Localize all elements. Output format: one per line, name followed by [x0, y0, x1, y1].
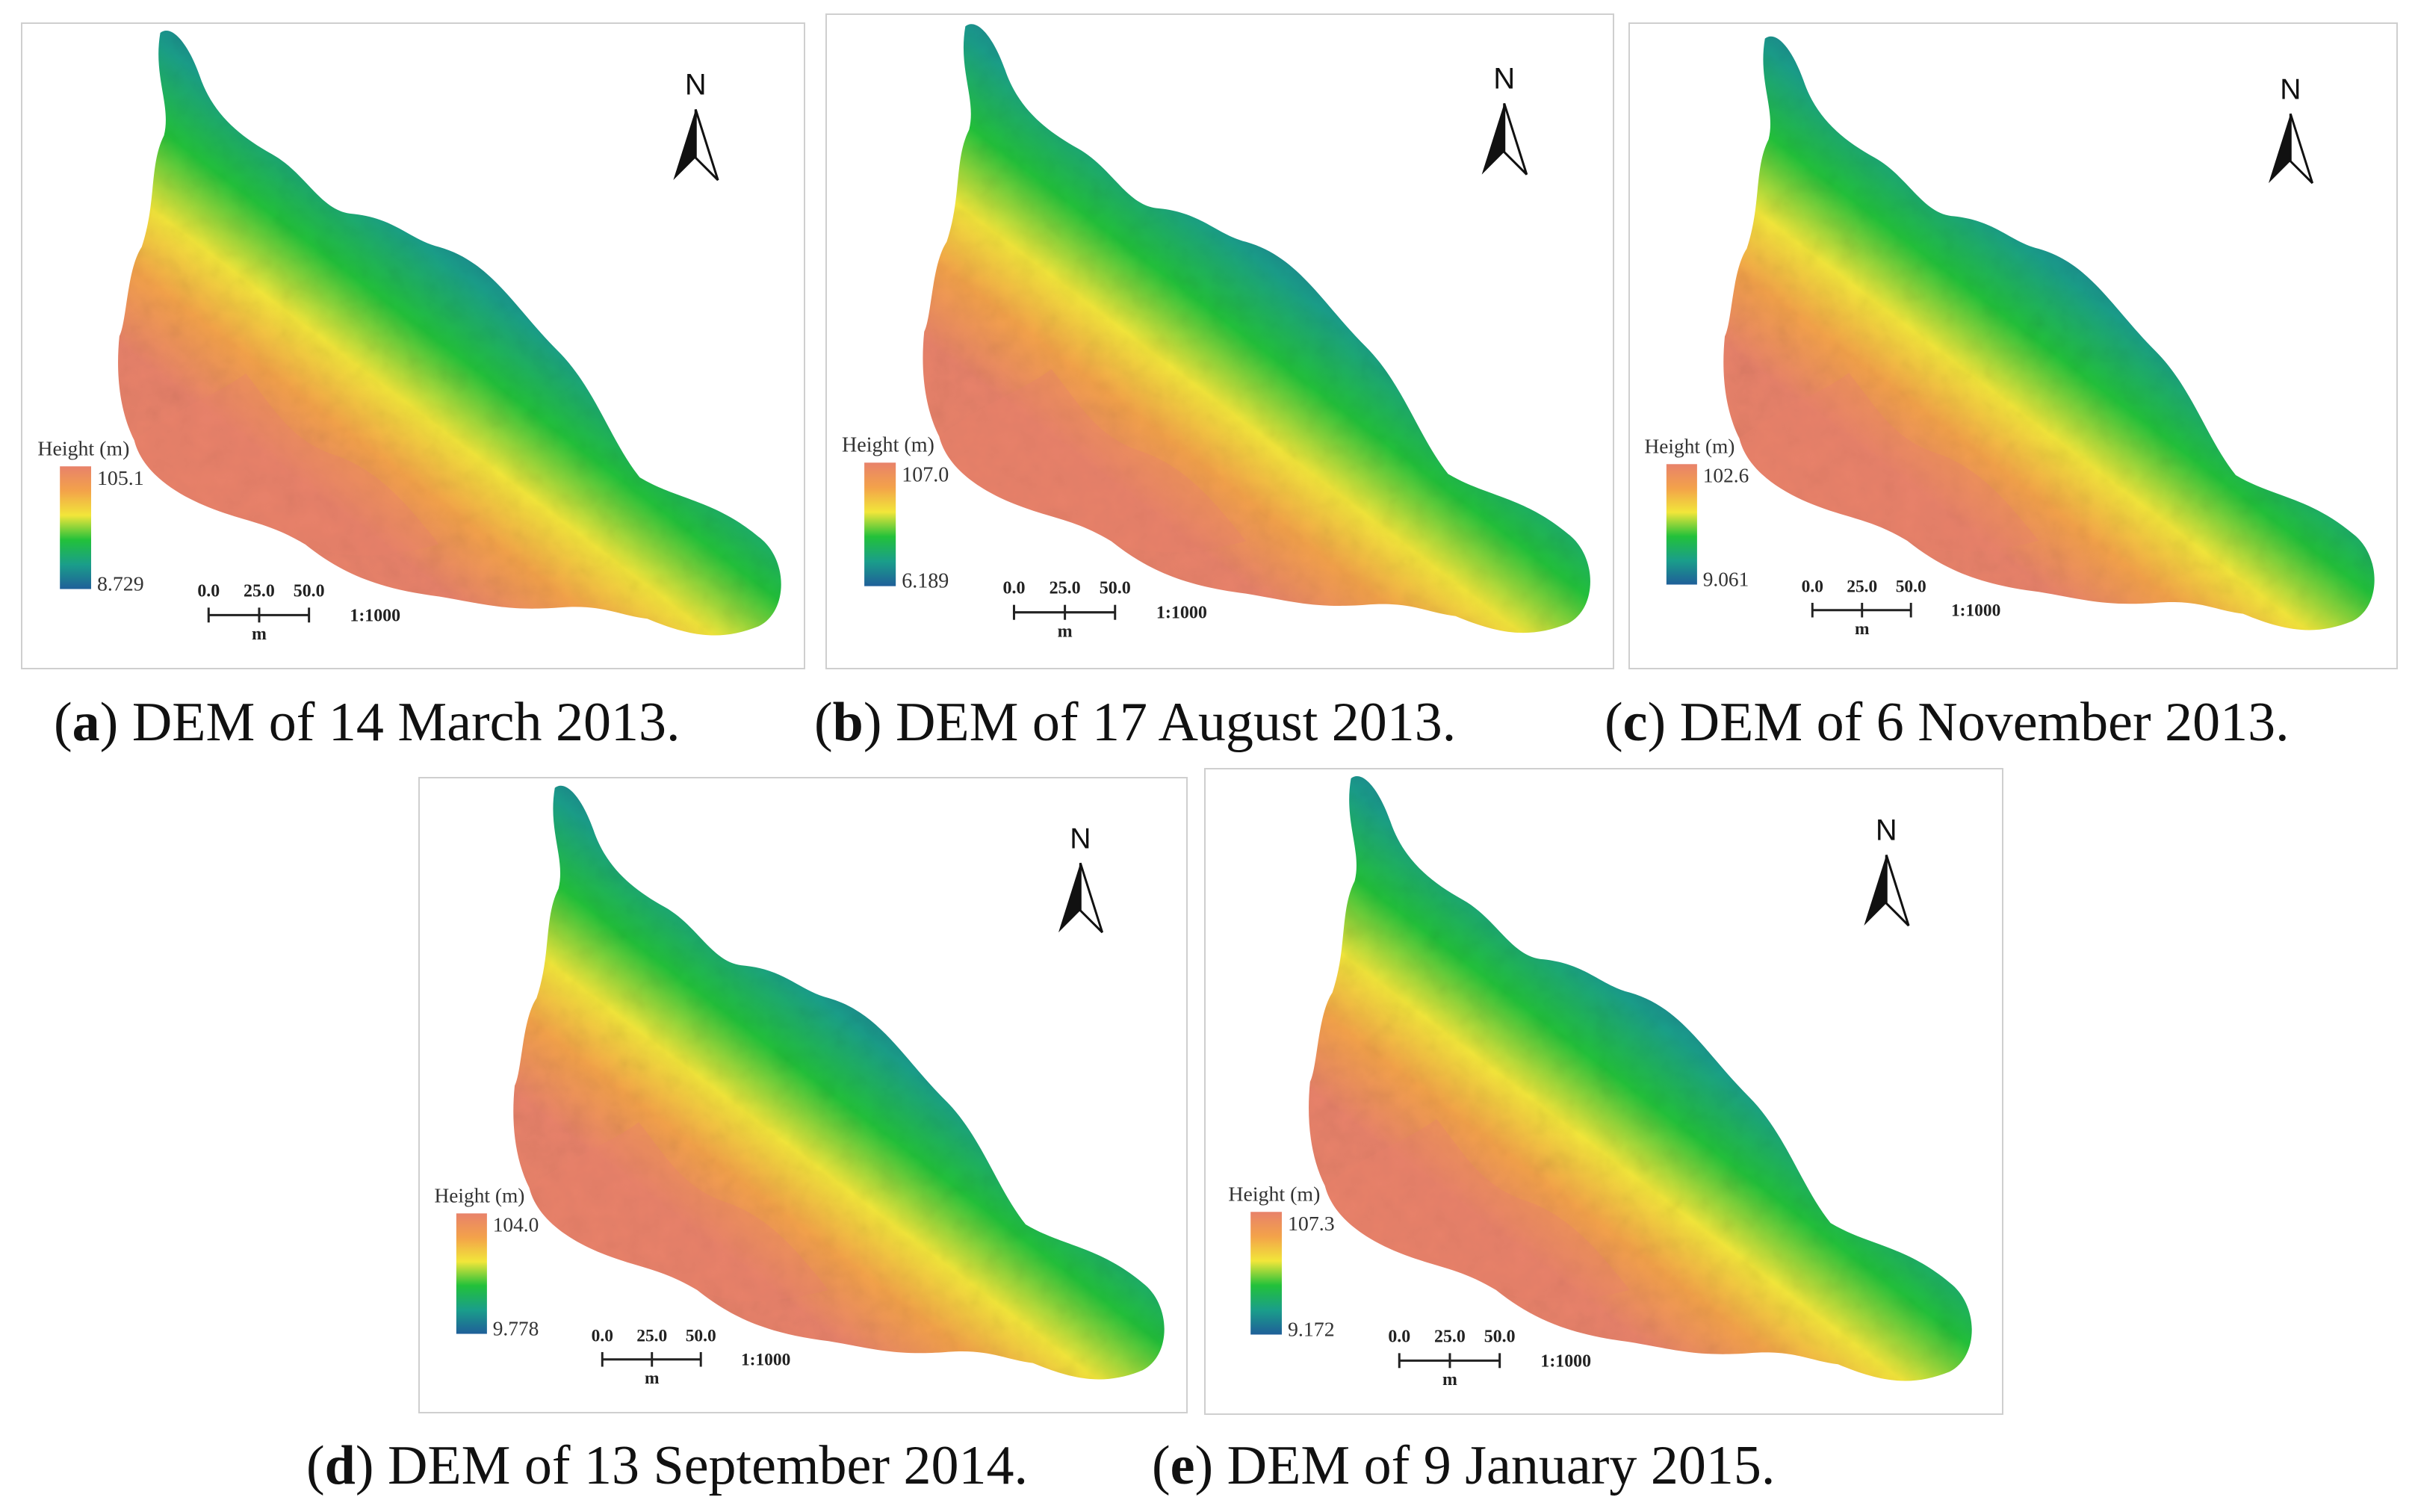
scale-unit-b: m	[1058, 622, 1073, 642]
legend-title-a: Height (m)	[37, 437, 129, 460]
scale-tick-1: 25.0	[244, 581, 275, 601]
legend-min-b: 6.189	[902, 570, 949, 593]
scale-tick-0: 0.0	[1002, 579, 1025, 598]
legend-max-d: 104.0	[493, 1214, 539, 1236]
north-arrow-icon	[1058, 863, 1081, 933]
legend-min-a: 8.729	[97, 572, 144, 595]
north-arrow-icon	[1864, 855, 1887, 926]
dem-map-e: N Height (m) 107.3 9.172 0.0 25.0 50.0 m 1:1000	[1228, 775, 1972, 1389]
scale-unit-e: m	[1442, 1370, 1457, 1389]
dem-map-a: N Height (m) 105.1 8.729 0.0 25.0 50.0 m 1:1000	[37, 30, 781, 644]
scale-tick-0: 0.0	[1802, 577, 1823, 596]
scale-ratio-c: 1:1000	[1951, 601, 2000, 621]
scale-tick-1: 25.0	[1434, 1327, 1466, 1346]
scale-ratio-d: 1:1000	[741, 1351, 790, 1370]
scale-tick-1: 25.0	[1050, 579, 1081, 598]
dem-panel-a: N Height (m) 105.1 8.729 0.0 25.0 50.0 m 1:1000	[21, 22, 805, 669]
legend-max-e: 107.3	[1288, 1212, 1335, 1236]
legend-ramp-d	[456, 1213, 487, 1334]
scale-unit-c: m	[1855, 619, 1870, 639]
north-label-c: N	[2280, 74, 2301, 106]
scale-tick-0: 0.0	[197, 581, 220, 601]
caption-a: (a) DEM of 14 March 2013.	[54, 692, 681, 753]
legend-title-c: Height (m)	[1645, 436, 1735, 458]
scale-tick-0: 0.0	[1388, 1327, 1410, 1346]
legend-ramp-c	[1666, 464, 1697, 585]
legend-title-d: Height (m)	[435, 1185, 525, 1207]
dem-map-b: N Height (m) 107.0 6.189 0.0 25.0 50.0 m 1:1000	[842, 24, 1590, 642]
north-label-d: N	[1070, 823, 1091, 855]
scale-ratio-e: 1:1000	[1540, 1351, 1591, 1371]
scale-tick-2: 50.0	[1484, 1327, 1516, 1346]
scale-ratio-a: 1:1000	[350, 606, 400, 625]
north-arrow-icon	[2269, 114, 2291, 184]
legend-ramp-e	[1250, 1212, 1282, 1335]
legend-title-e: Height (m)	[1228, 1183, 1320, 1206]
north-arrow-icon	[673, 109, 696, 181]
dem-panel-d: N Height (m) 104.0 9.778 0.0 25.0 50.0 m 1:1000	[418, 777, 1188, 1413]
dem-map-d: N Height (m) 104.0 9.778 0.0 25.0 50.0 m 1:1000	[435, 785, 1165, 1388]
scale-tick-1: 25.0	[1847, 577, 1877, 596]
legend-ramp-b	[864, 462, 896, 586]
north-label-b: N	[1493, 62, 1515, 95]
caption-c: (c) DEM of 6 November 2013.	[1605, 692, 2290, 753]
scale-tick-1: 25.0	[636, 1326, 667, 1345]
legend-min-c: 9.061	[1703, 568, 1749, 590]
north-label-a: N	[685, 69, 707, 102]
legend-min-d: 9.778	[493, 1317, 539, 1339]
scale-tick-2: 50.0	[686, 1326, 716, 1345]
scale-tick-0: 0.0	[592, 1326, 613, 1345]
dem-map-c: N Height (m) 102.6 9.061 0.0 25.0 50.0 m 1:1000	[1645, 36, 2375, 639]
legend-max-c: 102.6	[1703, 465, 1749, 487]
legend-max-a: 105.1	[97, 467, 144, 490]
legend-title-b: Height (m)	[842, 433, 934, 456]
scale-unit-a: m	[252, 625, 267, 644]
dem-panel-b: N Height (m) 107.0 6.189 0.0 25.0 50.0 m 1:1000	[825, 13, 1614, 669]
scale-tick-2: 50.0	[1896, 577, 1926, 596]
dem-panel-e: N Height (m) 107.3 9.172 0.0 25.0 50.0 m 1:1000	[1204, 768, 2003, 1415]
legend-max-b: 107.0	[902, 463, 949, 486]
legend-ramp-a	[60, 466, 91, 589]
scale-tick-2: 50.0	[1100, 579, 1131, 598]
dem-panel-c: N Height (m) 102.6 9.061 0.0 25.0 50.0 m 1:1000	[1628, 22, 2398, 669]
north-label-e: N	[1876, 814, 1897, 847]
caption-b: (b) DEM of 17 August 2013.	[814, 692, 1457, 753]
scale-tick-2: 50.0	[294, 581, 325, 601]
north-arrow-icon	[1481, 103, 1504, 175]
scale-unit-d: m	[645, 1369, 660, 1388]
caption-e: (e) DEM of 9 January 2015.	[1152, 1435, 1776, 1496]
legend-min-e: 9.172	[1288, 1318, 1335, 1341]
caption-d: (d) DEM of 13 September 2014.	[306, 1435, 1029, 1496]
scale-ratio-b: 1:1000	[1156, 604, 1207, 623]
